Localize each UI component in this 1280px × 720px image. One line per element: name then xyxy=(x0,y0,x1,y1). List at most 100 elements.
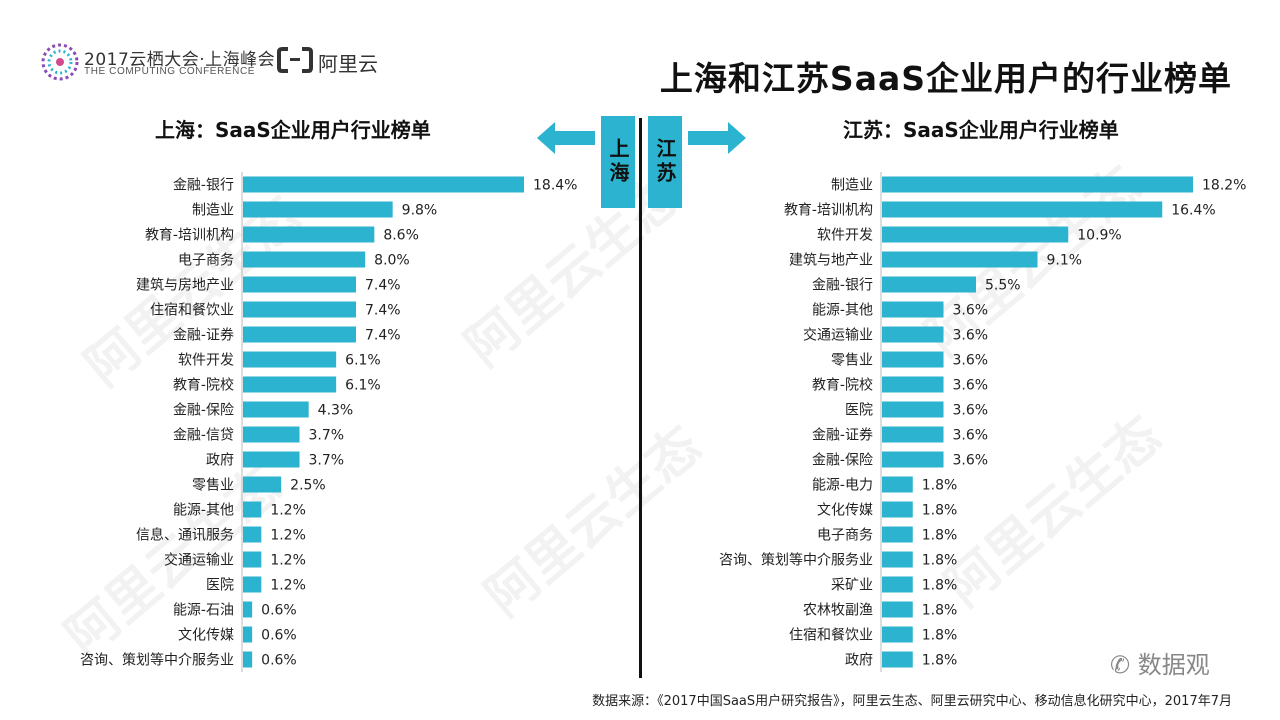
shanghai-category-label: 金融-信贷 xyxy=(173,428,234,444)
shanghai-category-label: 信息、通讯服务 xyxy=(136,527,234,544)
shanghai-bar xyxy=(243,176,524,193)
shanghai-bar xyxy=(243,551,262,568)
wechat-account: ✆ 数据观 xyxy=(1110,645,1210,680)
shanghai-value-label: 7.4% xyxy=(365,328,401,344)
shanghai-bar-chart: 金融-银行 18.4% 制造业 9.8% 教育-培训机构 8.6% 电子商务 8.0% 建筑与房… xyxy=(80,172,577,672)
jiangsu-category-label: 软件开发 xyxy=(817,228,873,244)
shanghai-bar xyxy=(243,651,253,668)
shanghai-bar xyxy=(243,276,357,293)
shanghai-value-label: 1.2% xyxy=(270,503,306,519)
shanghai-value-label: 1.2% xyxy=(270,553,306,569)
shanghai-category-label: 医院 xyxy=(206,578,234,594)
shanghai-bar xyxy=(243,301,357,318)
shanghai-tag: 上海 xyxy=(601,116,635,208)
jiangsu-bar xyxy=(882,526,913,543)
jiangsu-category-label: 金融-银行 xyxy=(812,278,873,294)
jiangsu-bar xyxy=(882,501,913,518)
jiangsu-category-label: 医院 xyxy=(845,403,873,419)
shanghai-value-label: 3.7% xyxy=(309,453,345,469)
jiangsu-category-label: 住宿和餐饮业 xyxy=(789,627,873,644)
jiangsu-category-label: 农林牧副渔 xyxy=(803,603,873,619)
shanghai-value-label: 1.2% xyxy=(270,528,306,544)
jiangsu-bar xyxy=(882,551,913,568)
shanghai-chart-title: 上海：SaaS企业用户行业榜单 xyxy=(155,118,431,142)
shanghai-bar xyxy=(243,376,337,393)
shanghai-value-label: 0.6% xyxy=(261,628,297,644)
jiangsu-category-label: 能源-电力 xyxy=(812,478,873,494)
jiangsu-value-label: 1.8% xyxy=(922,603,958,619)
wechat-icon: ✆ xyxy=(1110,651,1131,679)
shanghai-value-label: 8.6% xyxy=(383,228,419,244)
shanghai-value-label: 18.4% xyxy=(533,178,577,194)
shanghai-value-label: 3.7% xyxy=(309,428,345,444)
shanghai-category-label: 软件开发 xyxy=(178,353,234,369)
jiangsu-bar xyxy=(882,276,976,293)
shanghai-bar xyxy=(243,426,300,443)
wechat-account-name: 数据观 xyxy=(1137,651,1210,679)
jiangsu-value-label: 3.6% xyxy=(953,403,989,419)
shanghai-category-label: 教育-院校 xyxy=(173,377,234,394)
jiangsu-chart-title: 江苏：SaaS企业用户行业榜单 xyxy=(843,118,1119,142)
shanghai-bar xyxy=(243,601,253,618)
jiangsu-value-label: 10.9% xyxy=(1077,228,1121,244)
jiangsu-value-label: 18.2% xyxy=(1202,178,1246,194)
aliyun-name: 阿里云 xyxy=(318,52,378,76)
jiangsu-value-label: 1.8% xyxy=(922,478,958,494)
jiangsu-category-label: 金融-保险 xyxy=(812,453,873,469)
shanghai-value-label: 7.4% xyxy=(365,303,401,319)
shanghai-value-label: 4.3% xyxy=(318,403,354,419)
jiangsu-category-label: 采矿业 xyxy=(831,578,873,594)
jiangsu-value-label: 9.1% xyxy=(1047,253,1083,269)
shanghai-category-label: 能源-石油 xyxy=(173,603,234,619)
jiangsu-category-label: 政府 xyxy=(845,653,873,669)
jiangsu-value-label: 1.8% xyxy=(922,653,958,669)
shanghai-bar xyxy=(243,351,337,368)
jiangsu-value-label: 1.8% xyxy=(922,553,958,569)
shanghai-value-label: 2.5% xyxy=(290,478,326,494)
shanghai-bar xyxy=(243,401,309,418)
jiangsu-value-label: 3.6% xyxy=(953,453,989,469)
jiangsu-bar xyxy=(882,251,1038,268)
jiangsu-value-label: 1.8% xyxy=(922,528,958,544)
jiangsu-category-label: 零售业 xyxy=(831,353,873,369)
shanghai-category-label: 咨询、策划等中介服务业 xyxy=(80,652,234,669)
jiangsu-bar xyxy=(882,576,913,593)
jiangsu-category-label: 教育-培训机构 xyxy=(784,203,873,219)
shanghai-value-label: 0.6% xyxy=(261,603,297,619)
jiangsu-bar xyxy=(882,176,1193,193)
jiangsu-category-label: 能源-其他 xyxy=(812,303,873,319)
jiangsu-bar xyxy=(882,301,944,318)
shanghai-bar xyxy=(243,326,357,343)
jiangsu-value-label: 3.6% xyxy=(953,428,989,444)
jiangsu-category-label: 交通运输业 xyxy=(803,327,873,344)
jiangsu-value-label: 1.8% xyxy=(922,503,958,519)
shanghai-value-label: 9.8% xyxy=(402,203,438,219)
shanghai-category-label: 零售业 xyxy=(192,478,234,494)
jiangsu-value-label: 1.8% xyxy=(922,628,958,644)
jiangsu-value-label: 3.6% xyxy=(953,378,989,394)
shanghai-bar xyxy=(243,476,282,493)
shanghai-bar xyxy=(243,576,262,593)
jiangsu-value-label: 16.4% xyxy=(1171,203,1215,219)
jiangsu-bar xyxy=(882,226,1069,243)
shanghai-category-label: 政府 xyxy=(206,453,234,469)
jiangsu-bar xyxy=(882,626,913,643)
shanghai-value-label: 7.4% xyxy=(365,278,401,294)
jiangsu-category-label: 文化传媒 xyxy=(817,503,873,519)
shanghai-bar xyxy=(243,451,300,468)
jiangsu-category-label: 建筑与地产业 xyxy=(789,253,873,269)
shanghai-category-label: 住宿和餐饮业 xyxy=(150,302,234,319)
shanghai-value-label: 0.6% xyxy=(261,653,297,669)
jiangsu-category-label: 咨询、策划等中介服务业 xyxy=(719,552,873,569)
shanghai-category-label: 能源-其他 xyxy=(173,503,234,519)
shanghai-category-label: 金融-银行 xyxy=(173,178,234,194)
shanghai-bar xyxy=(243,226,375,243)
event-subtitle: THE COMPUTING CONFERENCE xyxy=(84,66,256,77)
jiangsu-value-label: 3.6% xyxy=(953,328,989,344)
jiangsu-bar xyxy=(882,426,944,443)
shanghai-bar xyxy=(243,626,253,643)
event-logo-icon xyxy=(41,43,79,81)
arrow-right-icon xyxy=(688,122,746,154)
shanghai-category-label: 文化传媒 xyxy=(178,628,234,644)
jiangsu-value-label: 1.8% xyxy=(922,578,958,594)
